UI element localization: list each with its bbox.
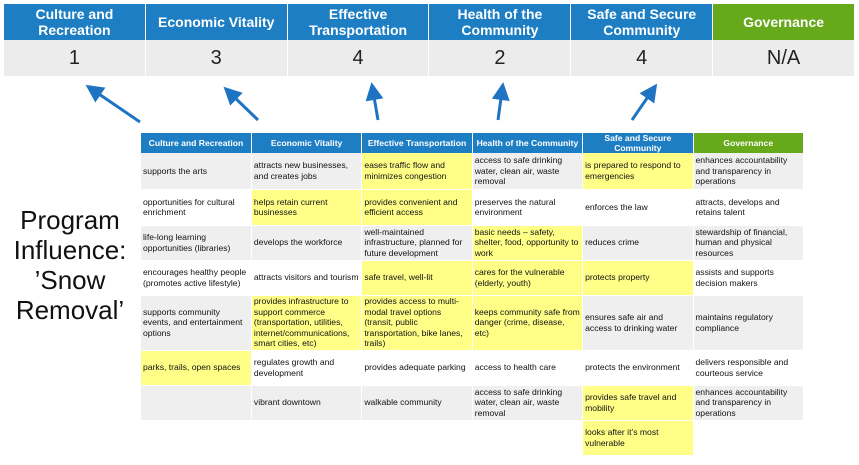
arrow-icon [630, 83, 658, 121]
summary-header: Health of the Community [429, 4, 572, 40]
table-cell: access to safe drinking water, clean air… [472, 153, 584, 190]
summary-header: Effective Transportation [287, 4, 430, 40]
table-cell: delivers responsible and courteous servi… [693, 350, 805, 386]
summary-score: 4 [287, 40, 430, 76]
table-row: encourages healthy people (promotes acti… [141, 260, 805, 296]
summary-score: 3 [145, 40, 288, 76]
table-cell: looks after it’s most vulnerable [582, 420, 694, 456]
table-cell: attracts new businesses, and creates job… [251, 153, 363, 190]
table-row: supports community events, and entertain… [141, 295, 805, 351]
arrow-icon [491, 82, 510, 121]
summary-header: Safe and Secure Community [571, 4, 714, 40]
table-header: Culture and Recreation [141, 133, 252, 153]
table-cell: life-long learning opportunities (librar… [141, 225, 252, 261]
table-cell: protects property [582, 260, 694, 296]
summary-header: Economic Vitality [145, 4, 288, 40]
summary-score: 1 [4, 40, 146, 76]
table-cell: encourages healthy people (promotes acti… [141, 260, 252, 296]
table-cell: provides access to multi-modal travel op… [361, 295, 473, 351]
table-row: vibrant downtown walkable community access… [141, 385, 805, 421]
table-cell: supports the arts [141, 153, 252, 190]
arrow-icon [223, 86, 260, 122]
table-cell [141, 385, 252, 421]
influence-table: Culture and Recreation Economic Vitality E… [141, 133, 805, 456]
table-cell: provides convenient and efficient access [361, 189, 473, 226]
table-cell: attracts, develops and retains talent [693, 189, 805, 226]
table-cell: access to health care [472, 350, 584, 386]
table-cell: protects the environment [582, 350, 694, 386]
table-cell: reduces crime [582, 225, 694, 261]
table-cell: opportunities for cultural enrichment [141, 189, 252, 226]
table-cell: cares for the vulnerable (elderly, youth… [472, 260, 584, 296]
summary-header: Governance [713, 4, 855, 40]
table-cell: well-maintained infrastructure, planned … [361, 225, 473, 261]
table-header: Safe and Secure Community [582, 133, 694, 153]
table-header: Effective Transportation [361, 133, 473, 153]
program-influence-label: Program Influence: ’Snow Removal’ [13, 205, 127, 325]
table-cell: supports community events, and entertain… [141, 295, 252, 351]
table-row: parks, trails, open spaces regulates grow… [141, 350, 805, 386]
table-cell: walkable community [361, 385, 473, 421]
arrow-icon [85, 84, 141, 124]
summary-scores: Culture and Recreation Economic Vitality E… [4, 4, 855, 76]
table-cell: develops the workforce [251, 225, 363, 261]
table-cell: regulates growth and development [251, 350, 363, 386]
summary-header: Culture and Recreation [4, 4, 146, 40]
table-cell: provides infrastructure to support comme… [251, 295, 363, 351]
table-header: Governance [693, 133, 805, 153]
table-cell: vibrant downtown [251, 385, 363, 421]
table-cell [693, 420, 805, 456]
table-cell: safe travel, well-lit [361, 260, 473, 296]
table-cell: ensures safe air and access to drinking … [582, 295, 694, 351]
summary-score: 4 [571, 40, 714, 76]
summary-score: 2 [429, 40, 572, 76]
table-cell: enforces the law [582, 189, 694, 226]
table-cell: attracts visitors and tourism [251, 260, 363, 296]
table-cell: is prepared to respond to emergencies [582, 153, 694, 190]
table-cell [361, 420, 473, 456]
table-header: Economic Vitality [251, 133, 363, 153]
table-cell: eases traffic flow and minimizes congest… [361, 153, 473, 190]
table-cell: keeps community safe from danger (crime,… [472, 295, 584, 351]
table-cell: stewardship of financial, human and phys… [693, 225, 805, 261]
table-cell: enhances accountability and transparency… [693, 385, 805, 421]
arrow-icon [365, 82, 384, 121]
table-cell [472, 420, 584, 456]
table-cell: access to safe drinking water, clean air… [472, 385, 584, 421]
table-cell: helps retain current businesses [251, 189, 363, 226]
table-row: life-long learning opportunities (librar… [141, 225, 805, 261]
table-cell: basic needs – safety, shelter, food, opp… [472, 225, 584, 261]
table-header: Health of the Community [472, 133, 584, 153]
table-row: looks after it’s most vulnerable [141, 420, 805, 456]
table-cell [251, 420, 363, 456]
table-row: supports the arts attracts new businesses… [141, 153, 805, 190]
table-cell: preserves the natural environment [472, 189, 584, 226]
table-cell: provides adequate parking [361, 350, 473, 386]
table-cell: maintains regulatory compliance [693, 295, 805, 351]
table-cell: parks, trails, open spaces [141, 350, 252, 386]
summary-score: N/A [713, 40, 855, 76]
table-row: opportunities for cultural enrichment hel… [141, 189, 805, 226]
table-cell: enhances accountability and transparency… [693, 153, 805, 190]
table-cell: provides safe travel and mobility [582, 385, 694, 421]
table-cell: assists and supports decision makers [693, 260, 805, 296]
table-cell [141, 420, 252, 456]
